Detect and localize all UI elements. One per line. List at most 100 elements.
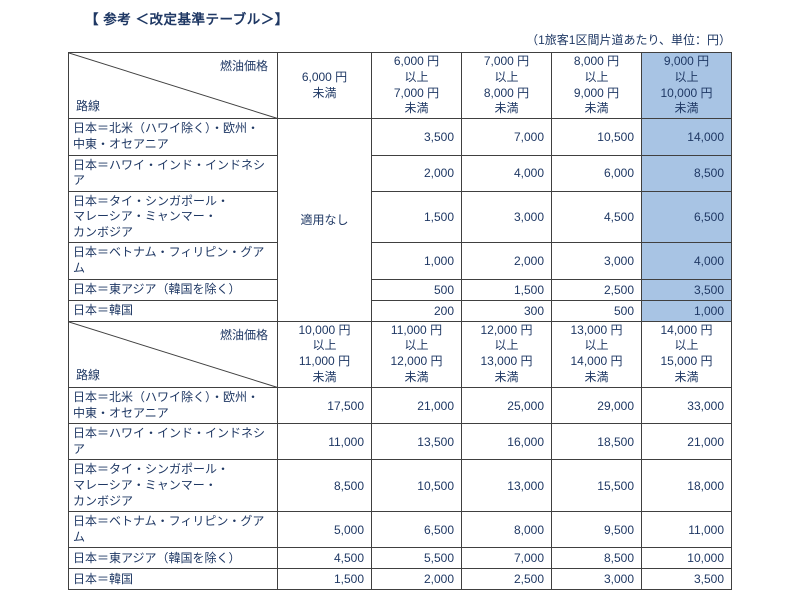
route-cell: 日本＝韓国: [68, 568, 278, 590]
fare-cell: 4,500: [277, 547, 372, 570]
fare-cell: 3,500: [641, 568, 732, 590]
col-header: 11,000 円 以上 12,000 円 未満: [371, 320, 462, 388]
fare-cell: 15,500: [551, 459, 642, 513]
table-row: 日本＝東アジア（韓国を除く） 4,500 5,500 7,000 8,500 1…: [68, 547, 732, 570]
fuel-price-label: 燃油価格: [219, 327, 268, 342]
table-row: 日本＝韓国 200 300 500 1,000: [68, 299, 732, 322]
fare-cell: 2,000: [371, 568, 462, 590]
fare-cell: 3,000: [551, 242, 642, 280]
route-cell: 日本＝東アジア（韓国を除く）: [68, 547, 278, 570]
fare-cell-highlighted: 6,500: [641, 190, 732, 244]
fare-cell: 10,000: [641, 547, 732, 570]
fare-cell: 7,000: [461, 547, 552, 570]
route-cell: 日本＝北米（ハワイ除く）・欧州・ 中東・オセアニア: [68, 118, 278, 156]
table-row: 日本＝タイ・シンガポール・ マレーシア・ミャンマー・ カンボジア 1,500 3…: [68, 190, 732, 244]
fare-cell: 6,500: [371, 511, 462, 549]
fare-cell: 10,500: [371, 459, 462, 513]
fare-cell: 2,500: [461, 568, 552, 590]
col-header: 13,000 円 以上 14,000 円 未満: [551, 320, 642, 388]
fare-cell: 2,000: [461, 242, 552, 280]
fare-table: 燃油価格 路線 6,000 円 未満 6,000 円 以上 7,000 円 未満…: [68, 51, 732, 590]
corner-cell: 燃油価格 路線: [68, 320, 278, 388]
fare-cell: 11,000: [641, 511, 732, 549]
fare-cell: 21,000: [371, 386, 462, 425]
unit-note: （1旅客1区間片道あたり、単位：円）: [526, 33, 731, 47]
fare-cell: 300: [461, 299, 552, 322]
fare-cell-highlighted: 4,000: [641, 242, 732, 280]
fare-cell: 2,500: [551, 278, 642, 301]
fare-cell: 17,500: [277, 386, 372, 425]
route-cell: 日本＝東アジア（韓国を除く）: [68, 278, 278, 301]
col-header: 14,000 円 以上 15,000 円 未満: [641, 320, 732, 388]
fare-cell: 25,000: [461, 386, 552, 425]
lower-section: 燃油価格 路線 10,000 円 以上 11,000 円 未満 11,000 円…: [68, 320, 732, 590]
fare-cell: 2,000: [371, 154, 462, 192]
col-header: 10,000 円 以上 11,000 円 未満: [277, 320, 372, 388]
upper-section: 燃油価格 路線 6,000 円 未満 6,000 円 以上 7,000 円 未満…: [68, 51, 732, 322]
fare-cell: 500: [371, 278, 462, 301]
route-cell: 日本＝ハワイ・インド・インドネシア: [68, 423, 278, 461]
fare-cell-highlighted: 14,000: [641, 118, 732, 156]
table-row: 日本＝タイ・シンガポール・ マレーシア・ミャンマー・ カンボジア 8,500 1…: [68, 459, 732, 513]
route-cell: 日本＝ハワイ・インド・インドネシア: [68, 154, 278, 192]
fare-cell: 1,500: [277, 568, 372, 590]
table-row: 日本＝ハワイ・インド・インドネシア 11,000 13,500 16,000 1…: [68, 423, 732, 461]
route-cell: 日本＝ベトナム・フィリピン・グアム: [68, 242, 278, 280]
fare-cell: 33,000: [641, 386, 732, 425]
route-cell: 日本＝ベトナム・フィリピン・グアム: [68, 511, 278, 549]
fare-cell: 11,000: [277, 423, 372, 461]
col-header: 7,000 円 以上 8,000 円 未満: [461, 51, 552, 120]
col-header: 8,000 円 以上 9,000 円 未満: [551, 51, 642, 120]
route-label: 路線: [76, 99, 101, 114]
page-title: 【 参考 ＜改定基準テーブル＞】: [85, 12, 289, 27]
route-cell: 日本＝北米（ハワイ除く）・欧州・ 中東・オセアニア: [68, 386, 278, 425]
route-label: 路線: [76, 367, 101, 382]
fare-cell-highlighted: 1,000: [641, 299, 732, 322]
route-cell: 日本＝タイ・シンガポール・ マレーシア・ミャンマー・ カンボジア: [68, 459, 278, 513]
fare-cell: 18,500: [551, 423, 642, 461]
fare-cell: 3,500: [371, 118, 462, 156]
table-row: 日本＝北米（ハワイ除く）・欧州・ 中東・オセアニア 適用なし 3,500 7,0…: [68, 118, 732, 322]
fare-cell: 8,500: [551, 547, 642, 570]
fare-cell: 7,000: [461, 118, 552, 156]
fare-cell: 9,500: [551, 511, 642, 549]
col-header-highlighted: 9,000 円 以上 10,000 円 未満: [641, 51, 732, 120]
fare-cell: 8,000: [461, 511, 552, 549]
table-row: 日本＝ベトナム・フィリピン・グアム 1,000 2,000 3,000 4,00…: [68, 242, 732, 280]
lower-header-row: 燃油価格 路線 10,000 円 以上 11,000 円 未満 11,000 円…: [68, 320, 732, 388]
fare-cell: 1,500: [461, 278, 552, 301]
fare-cell: 5,500: [371, 547, 462, 570]
diagonal-line: [69, 322, 277, 387]
fare-cell: 8,500: [277, 459, 372, 513]
table-row: 日本＝北米（ハワイ除く）・欧州・ 中東・オセアニア 17,500 21,000 …: [68, 386, 732, 425]
col-header: 12,000 円 以上 13,000 円 未満: [461, 320, 552, 388]
fare-cell: 1,000: [371, 242, 462, 280]
table-row: 日本＝東アジア（韓国を除く） 500 1,500 2,500 3,500: [68, 278, 732, 301]
fare-cell: 4,500: [551, 190, 642, 244]
fare-cell: 3,000: [461, 190, 552, 244]
no-apply-cell: 適用なし: [277, 118, 372, 322]
table-row: 日本＝ハワイ・インド・インドネシア 2,000 4,000 6,000 8,50…: [68, 154, 732, 192]
fare-cell: 500: [551, 299, 642, 322]
fare-cell: 13,500: [371, 423, 462, 461]
fare-cell: 18,000: [641, 459, 732, 513]
route-cell: 日本＝韓国: [68, 299, 278, 322]
fare-cell: 5,000: [277, 511, 372, 549]
upper-header-row: 燃油価格 路線 6,000 円 未満 6,000 円 以上 7,000 円 未満…: [68, 51, 732, 120]
fare-cell: 4,000: [461, 154, 552, 192]
fare-cell-highlighted: 3,500: [641, 278, 732, 301]
fare-cell: 13,000: [461, 459, 552, 513]
fare-cell: 3,000: [551, 568, 642, 590]
fare-cell: 10,500: [551, 118, 642, 156]
fare-cell: 1,500: [371, 190, 462, 244]
fare-cell: 6,000: [551, 154, 642, 192]
corner-cell: 燃油価格 路線: [68, 51, 278, 120]
fare-cell: 29,000: [551, 386, 642, 425]
fare-cell: 200: [371, 299, 462, 322]
col-header: 6,000 円 以上 7,000 円 未満: [371, 51, 462, 120]
fare-cell: 16,000: [461, 423, 552, 461]
col-header: 6,000 円 未満: [277, 51, 372, 120]
diagonal-line: [69, 53, 277, 118]
table-row: 日本＝韓国 1,500 2,000 2,500 3,000 3,500: [68, 568, 732, 590]
fare-cell: 21,000: [641, 423, 732, 461]
